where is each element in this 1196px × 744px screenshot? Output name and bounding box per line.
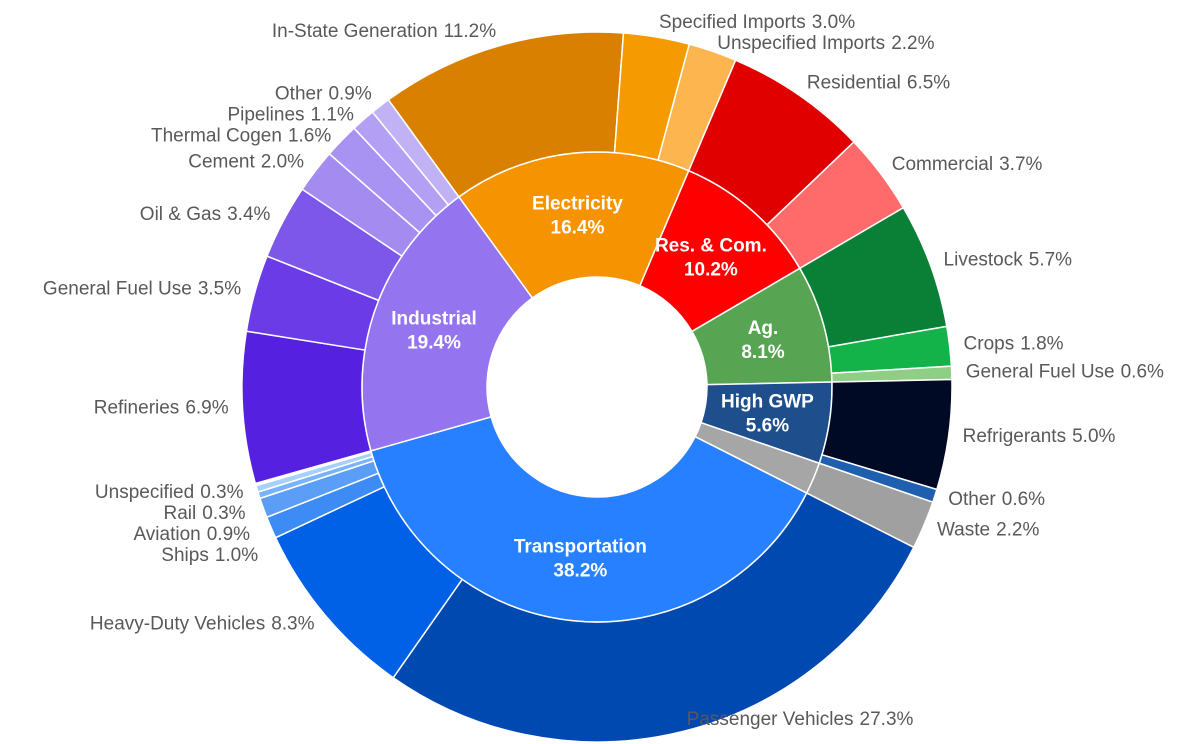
outer-label-name: Specified Imports bbox=[659, 12, 806, 33]
outer-label-name: Unspecified bbox=[95, 482, 194, 503]
outer-label-name: Livestock bbox=[944, 249, 1024, 270]
inner-label-name: High GWP bbox=[721, 392, 814, 413]
outer-label: Heavy-Duty Vehicles 8.3% bbox=[90, 613, 315, 634]
outer-label-name: In-State Generation bbox=[272, 21, 438, 42]
outer-label-name: Refrigerants bbox=[963, 426, 1067, 447]
outer-label-name: Passenger Vehicles bbox=[687, 709, 854, 730]
outer-label-value: 2.2% bbox=[891, 33, 934, 54]
outer-label: Commercial 3.7% bbox=[892, 154, 1043, 175]
outer-label: Pipelines 1.1% bbox=[227, 105, 354, 126]
outer-segment bbox=[255, 451, 374, 493]
outer-label: Cement 2.0% bbox=[188, 152, 304, 173]
inner-label-value: 8.1% bbox=[741, 342, 784, 363]
inner-label-name: Ag. bbox=[748, 318, 779, 339]
outer-label-name: Thermal Cogen bbox=[151, 126, 282, 147]
outer-label-name: Heavy-Duty Vehicles bbox=[90, 613, 265, 634]
outer-label-name: Unspecified Imports bbox=[717, 33, 885, 54]
outer-label-name: Waste bbox=[937, 520, 990, 541]
outer-label-value: 0.3% bbox=[202, 503, 245, 524]
outer-label-value: 5.7% bbox=[1029, 249, 1072, 270]
outer-label: Thermal Cogen 1.6% bbox=[151, 126, 331, 147]
outer-label-value: 2.2% bbox=[996, 520, 1039, 541]
outer-label-name: Aviation bbox=[133, 524, 200, 545]
outer-label: Other 0.6% bbox=[948, 489, 1045, 510]
inner-label: Transportation 38.2% bbox=[514, 537, 647, 582]
inner-label: Ag. 8.1% bbox=[741, 318, 784, 363]
outer-label: Refrigerants 5.0% bbox=[963, 426, 1116, 447]
outer-label: Refineries 6.9% bbox=[94, 398, 229, 419]
outer-label-name: Refineries bbox=[94, 398, 180, 419]
outer-label: Aviation 0.9% bbox=[133, 524, 250, 545]
outer-label: Oil & Gas 3.4% bbox=[140, 204, 271, 225]
outer-label-name: Commercial bbox=[892, 154, 993, 175]
outer-label-value: 11.2% bbox=[444, 21, 497, 42]
outer-label-value: 27.3% bbox=[860, 709, 914, 730]
outer-label: Rail 0.3% bbox=[164, 503, 246, 524]
inner-label-value: 16.4% bbox=[551, 218, 605, 239]
outer-label-value: 5.0% bbox=[1072, 426, 1115, 447]
outer-label-name: General Fuel Use bbox=[43, 278, 192, 299]
outer-label-name: Pipelines bbox=[227, 105, 304, 126]
outer-label-value: 0.9% bbox=[328, 84, 371, 105]
inner-label-name: Transportation bbox=[514, 537, 647, 558]
outer-label: General Fuel Use 3.5% bbox=[43, 278, 241, 299]
outer-label-name: Other bbox=[948, 489, 996, 510]
outer-label: Ships 1.0% bbox=[161, 545, 258, 566]
outer-label-value: 1.6% bbox=[288, 126, 331, 147]
outer-label: Specified Imports 3.0% bbox=[659, 12, 855, 33]
outer-label-value: 3.7% bbox=[999, 154, 1042, 175]
inner-label: Electricity 16.4% bbox=[532, 194, 623, 239]
inner-label: Industrial 19.4% bbox=[391, 309, 477, 354]
outer-label-name: Other bbox=[275, 84, 323, 105]
outer-label-name: Residential bbox=[807, 73, 901, 94]
outer-label-name: Cement bbox=[188, 152, 255, 173]
inner-label: Res. & Com. 10.2% bbox=[655, 235, 767, 280]
outer-segment bbox=[392, 492, 915, 743]
outer-label: Residential 6.5% bbox=[807, 73, 950, 94]
outer-label: In-State Generation 11.2% bbox=[272, 21, 496, 42]
outer-label-name: General Fuel Use bbox=[966, 361, 1115, 382]
outer-label: Waste 2.2% bbox=[937, 520, 1040, 541]
outer-label-value: 1.1% bbox=[311, 105, 354, 126]
outer-label-value: 8.3% bbox=[271, 613, 314, 634]
outer-label-value: 0.9% bbox=[207, 524, 250, 545]
outer-label-name: Rail bbox=[164, 503, 197, 524]
outer-segment bbox=[371, 98, 460, 207]
inner-label-name: Res. & Com. bbox=[655, 235, 767, 256]
outer-label-value: 3.4% bbox=[227, 204, 270, 225]
outer-label-name: Crops bbox=[964, 334, 1015, 355]
outer-label: General Fuel Use 0.6% bbox=[966, 361, 1164, 382]
inner-label-value: 5.6% bbox=[746, 416, 789, 437]
outer-label-name: Oil & Gas bbox=[140, 204, 221, 225]
inner-label-value: 10.2% bbox=[684, 259, 738, 280]
outer-label: Unspecified 0.3% bbox=[95, 482, 244, 503]
outer-label-value: 1.8% bbox=[1020, 334, 1063, 355]
inner-label: High GWP 5.6% bbox=[721, 392, 814, 437]
outer-label: Crops 1.8% bbox=[964, 334, 1064, 355]
inner-label-value: 38.2% bbox=[553, 561, 607, 582]
outer-label-value: 3.0% bbox=[812, 12, 855, 33]
outer-label-value: 2.0% bbox=[261, 152, 304, 173]
outer-label: Passenger Vehicles 27.3% bbox=[687, 709, 914, 730]
outer-label-value: 0.6% bbox=[1002, 489, 1045, 510]
outer-label-value: 6.9% bbox=[185, 398, 228, 419]
outer-label-value: 3.5% bbox=[198, 278, 241, 299]
outer-label-value: 0.3% bbox=[200, 482, 243, 503]
outer-label-value: 6.5% bbox=[907, 73, 950, 94]
inner-label-name: Industrial bbox=[391, 309, 477, 330]
inner-label-name: Electricity bbox=[532, 194, 623, 215]
outer-label-value: 1.0% bbox=[215, 545, 258, 566]
outer-label: Unspecified Imports 2.2% bbox=[717, 33, 934, 54]
outer-label-name: Ships bbox=[161, 545, 209, 566]
outer-label-value: 0.6% bbox=[1121, 361, 1164, 382]
inner-label-value: 19.4% bbox=[407, 333, 461, 354]
outer-label: Livestock 5.7% bbox=[944, 249, 1073, 270]
outer-label: Other 0.9% bbox=[275, 84, 372, 105]
